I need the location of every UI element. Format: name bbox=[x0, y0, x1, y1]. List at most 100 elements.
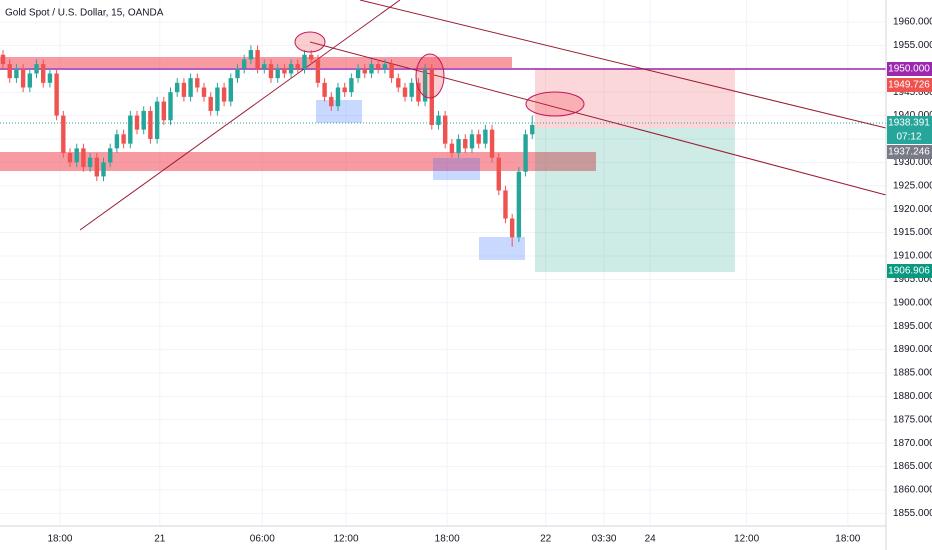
candle-body bbox=[530, 124, 535, 135]
chart-title: Gold Spot / U.S. Dollar, 15, OANDA bbox=[5, 8, 164, 19]
candle-body bbox=[442, 115, 448, 144]
candle-body bbox=[369, 64, 374, 74]
candle-body bbox=[429, 68, 434, 125]
label-bg bbox=[887, 145, 932, 159]
candle-body bbox=[134, 115, 140, 130]
candle-body bbox=[168, 92, 173, 121]
x-tick-label: 24 bbox=[645, 534, 657, 545]
y-tick-label: 1865.000 bbox=[893, 461, 932, 472]
y-tick-label: 1900.000 bbox=[893, 297, 932, 308]
candle-body bbox=[101, 162, 106, 177]
candle-body bbox=[282, 68, 287, 74]
y-tick-label: 1895.000 bbox=[893, 321, 932, 332]
candle-body bbox=[175, 82, 180, 93]
candle-body bbox=[496, 157, 501, 191]
price-label: 1950.000 bbox=[888, 64, 930, 75]
candle-body bbox=[94, 157, 100, 177]
candle-body bbox=[0, 54, 6, 65]
candle-body bbox=[188, 78, 193, 97]
candle-body bbox=[268, 64, 274, 79]
candle-body bbox=[27, 73, 33, 88]
stop-zone bbox=[535, 69, 735, 128]
candle-body bbox=[349, 78, 354, 93]
candle-body bbox=[201, 87, 207, 97]
ellipse bbox=[294, 31, 326, 53]
candles bbox=[0, 45, 535, 247]
candle-body bbox=[315, 59, 321, 83]
candle-body bbox=[208, 96, 213, 111]
label-bg bbox=[887, 78, 932, 92]
y-tick-label: 1890.000 bbox=[893, 344, 932, 355]
box bbox=[316, 100, 362, 123]
y-tick-label: 1905.000 bbox=[893, 274, 932, 285]
y-tick-label: 1910.000 bbox=[893, 251, 932, 262]
price-label: 1906.906 bbox=[888, 266, 930, 277]
price-label: 1949.726 bbox=[888, 80, 930, 91]
candle-body bbox=[114, 134, 120, 149]
box bbox=[479, 237, 525, 260]
candle-body bbox=[463, 138, 468, 149]
candle-body bbox=[235, 68, 240, 79]
y-tick-label: 1860.000 bbox=[893, 485, 932, 496]
trend-line bbox=[359, 0, 887, 129]
candle-body bbox=[34, 64, 39, 74]
candle-body bbox=[74, 148, 79, 163]
ellipse bbox=[525, 91, 585, 117]
x-tick-label: 03:30 bbox=[591, 534, 616, 545]
candle-body bbox=[503, 190, 508, 219]
x-tick-label: 06:00 bbox=[250, 534, 275, 545]
label-bg bbox=[887, 62, 932, 76]
candle-body bbox=[288, 64, 294, 74]
candle-body bbox=[355, 68, 361, 79]
candle-body bbox=[128, 115, 133, 144]
candle-body bbox=[476, 134, 481, 144]
candle-body bbox=[523, 134, 528, 172]
candle-body bbox=[295, 64, 300, 69]
candle-body bbox=[262, 64, 267, 69]
y-tick-label: 1885.000 bbox=[893, 368, 932, 379]
candle-body bbox=[181, 82, 187, 97]
candle-body bbox=[489, 129, 495, 158]
candle-body bbox=[228, 78, 233, 102]
candle-body bbox=[389, 64, 394, 79]
time-axis bbox=[0, 526, 932, 550]
box bbox=[433, 158, 480, 180]
candle-body bbox=[416, 82, 421, 102]
target-zone bbox=[535, 128, 735, 272]
candle-body bbox=[54, 73, 59, 116]
candle-body bbox=[449, 143, 455, 154]
candle-body bbox=[322, 82, 327, 97]
candle-body bbox=[195, 78, 200, 88]
candle-body bbox=[302, 54, 307, 69]
y-tick-label: 1945.000 bbox=[893, 87, 932, 98]
axis-labels: 1855.000 1860.000 1865.000 1870.000 1875.000… bbox=[47, 17, 932, 545]
x-tick-label: 21 bbox=[154, 534, 166, 545]
candle-body bbox=[81, 148, 86, 168]
y-tick-label: 1930.000 bbox=[893, 157, 932, 168]
y-tick-label: 1925.000 bbox=[893, 180, 932, 191]
candle-body bbox=[248, 50, 254, 60]
candle-body bbox=[108, 148, 113, 163]
candle-body bbox=[456, 138, 461, 154]
trend-line bbox=[309, 41, 887, 196]
candle-body bbox=[255, 50, 260, 69]
y-tick-label: 1875.000 bbox=[893, 414, 932, 425]
y-tick-label: 1870.000 bbox=[893, 438, 932, 449]
candle-body bbox=[342, 87, 347, 93]
label-bg bbox=[887, 116, 932, 144]
y-tick-label: 1880.000 bbox=[893, 391, 932, 402]
label-bg bbox=[887, 264, 932, 278]
candle-body bbox=[375, 64, 381, 69]
y-tick-label: 1915.000 bbox=[893, 227, 932, 238]
y-tick-label: 1855.000 bbox=[893, 508, 932, 519]
candle-body bbox=[329, 96, 334, 107]
candle-body bbox=[215, 87, 220, 111]
candle-body bbox=[20, 68, 26, 88]
candle-body bbox=[396, 78, 401, 88]
candle-body bbox=[402, 87, 408, 97]
ellipses bbox=[294, 31, 585, 117]
candle-body bbox=[161, 101, 167, 121]
x-tick-label: 18:00 bbox=[47, 534, 72, 545]
candle-body bbox=[509, 218, 515, 238]
